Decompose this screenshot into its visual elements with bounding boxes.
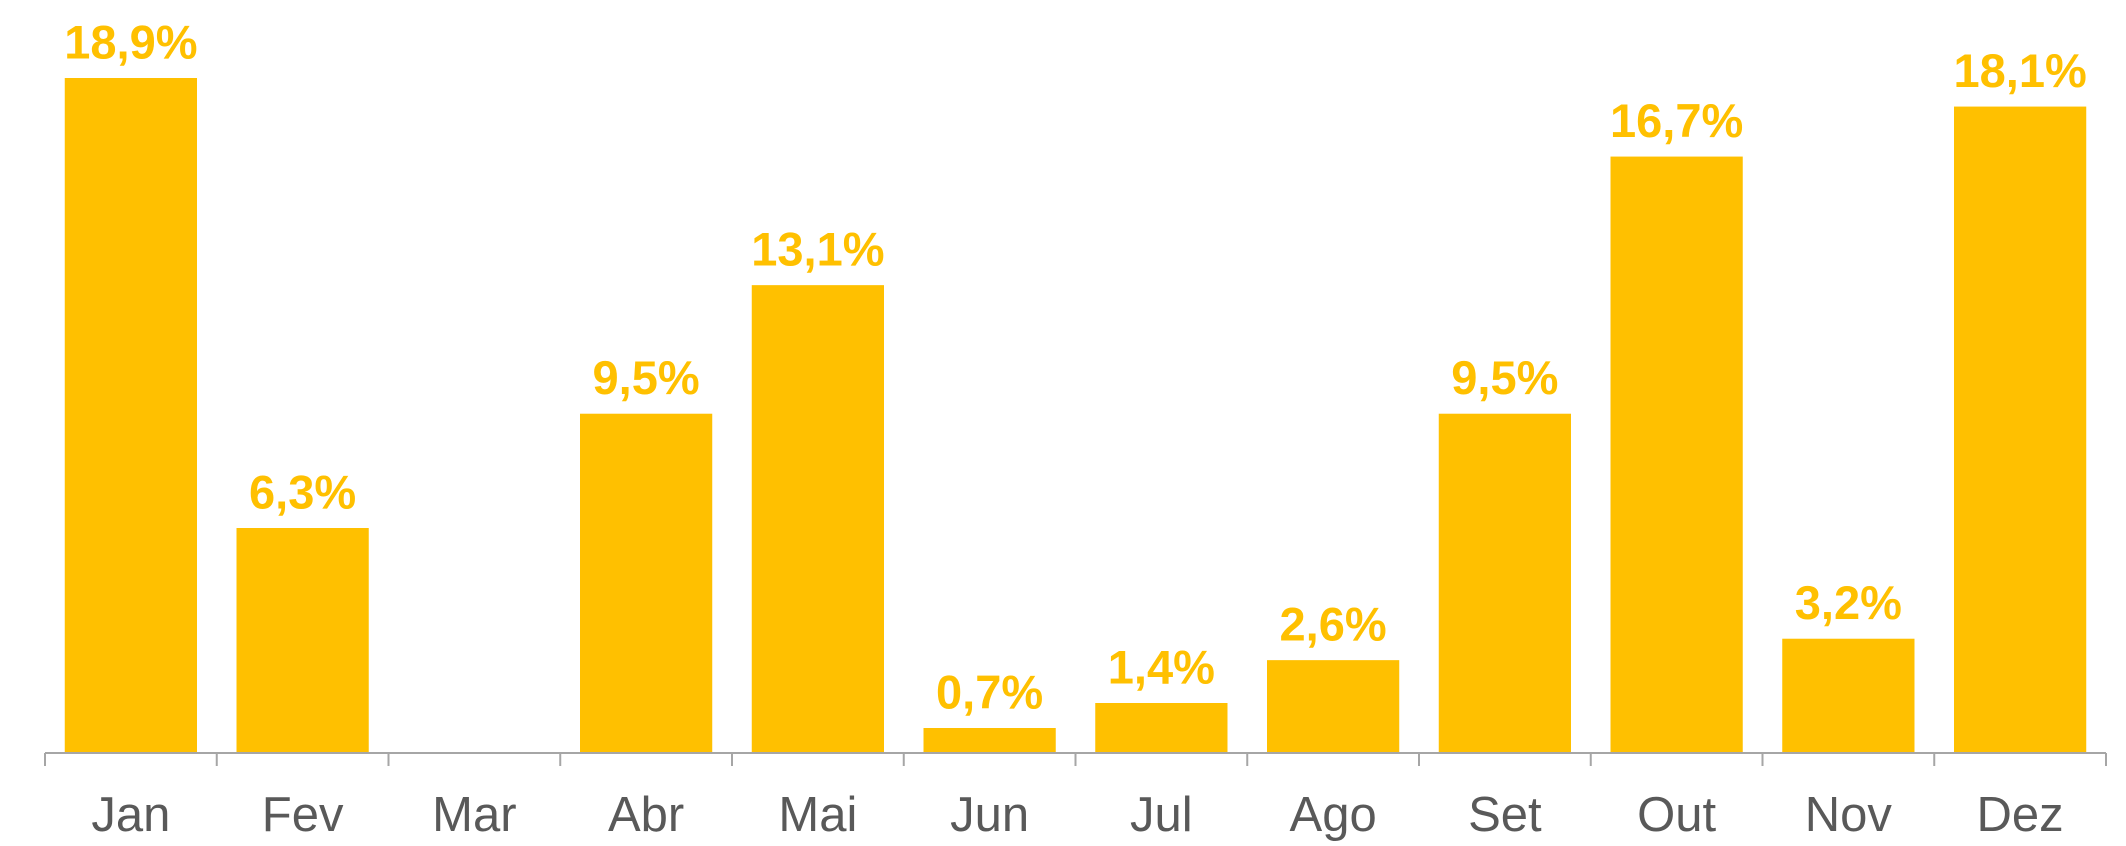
data-label: 3,2% <box>1795 576 1902 629</box>
data-label: 9,5% <box>1451 351 1558 404</box>
data-label: 1,4% <box>1108 640 1215 693</box>
bar <box>1954 106 2087 754</box>
bar <box>1095 703 1228 753</box>
data-label: 6,3% <box>249 465 356 518</box>
x-tick-label: Mai <box>778 788 857 842</box>
data-label: 18,1% <box>1953 44 2086 97</box>
bar <box>1438 413 1571 753</box>
bar <box>1782 638 1915 753</box>
x-tick-label: Jul <box>1130 788 1193 842</box>
x-tick-label: Dez <box>1977 788 2064 842</box>
x-tick-label: Ago <box>1290 788 1377 842</box>
data-label: 2,6% <box>1280 598 1387 651</box>
x-tick-label: Jun <box>950 788 1029 842</box>
data-label: 0,7% <box>936 665 1043 718</box>
data-label: 9,5% <box>593 351 700 404</box>
x-tick-label: Fev <box>262 788 344 842</box>
bar <box>64 78 197 753</box>
x-tick-label: Jan <box>91 788 170 842</box>
bar <box>580 413 713 753</box>
x-tick-label: Mar <box>432 788 516 842</box>
bar <box>751 285 884 753</box>
x-tick-label: Set <box>1468 788 1542 842</box>
data-label: 18,9% <box>64 15 197 68</box>
x-tick-label: Nov <box>1805 788 1893 842</box>
x-tick-label: Out <box>1637 788 1716 842</box>
data-label: 13,1% <box>751 223 884 276</box>
bar <box>1267 660 1400 753</box>
bar <box>1610 156 1743 754</box>
x-tick-label: Abr <box>608 788 684 842</box>
data-label: 16,7% <box>1610 94 1743 147</box>
bar <box>923 728 1056 753</box>
bar <box>236 528 369 753</box>
